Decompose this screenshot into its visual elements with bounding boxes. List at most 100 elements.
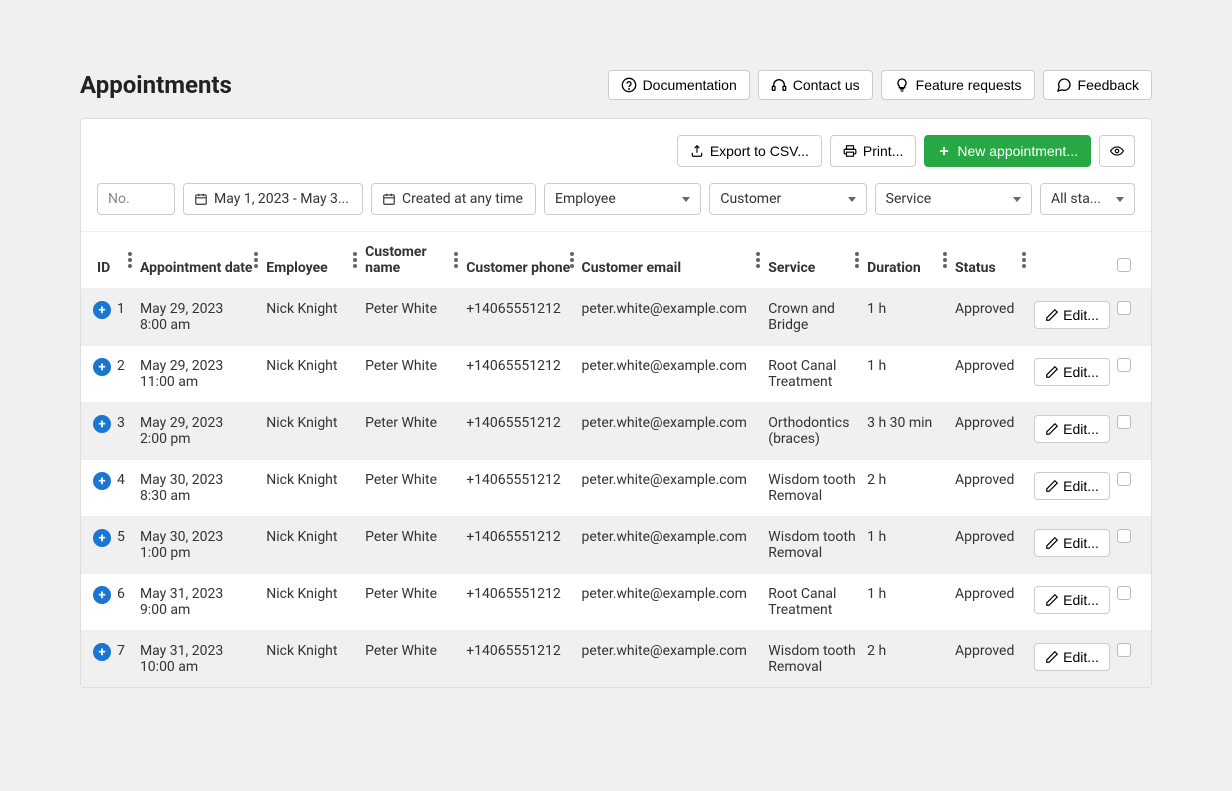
cell-status: Approved (951, 574, 1030, 631)
edit-button[interactable]: Edit... (1034, 472, 1110, 500)
cell-duration: 2 h (863, 460, 951, 517)
cell-date: May 29, 20232:00 pm (136, 403, 262, 460)
edit-label: Edit... (1063, 535, 1099, 551)
cell-customer-name: Peter White (361, 289, 462, 346)
print-button[interactable]: Print... (830, 135, 916, 167)
filter-service-label: Service (886, 191, 932, 207)
filter-status-select[interactable]: All sta... (1040, 183, 1135, 215)
cell-customer-name: Peter White (361, 403, 462, 460)
sort-icon (943, 252, 947, 268)
sort-icon (570, 252, 574, 268)
cell-status: Approved (951, 403, 1030, 460)
expand-row-icon[interactable]: + (93, 301, 111, 319)
chevron-down-icon (1013, 197, 1021, 202)
expand-row-icon[interactable]: + (93, 643, 111, 661)
col-header-customer-name[interactable]: Customer name (361, 232, 462, 289)
col-header-customer-email[interactable]: Customer email (578, 232, 765, 289)
edit-button[interactable]: Edit... (1034, 301, 1110, 329)
col-header-duration[interactable]: Duration (863, 232, 951, 289)
row-checkbox[interactable] (1117, 301, 1131, 315)
edit-icon (1045, 365, 1059, 379)
cell-duration: 1 h (863, 574, 951, 631)
edit-icon (1045, 308, 1059, 322)
expand-row-icon[interactable]: + (93, 358, 111, 376)
row-checkbox[interactable] (1117, 643, 1131, 657)
table-row: +6May 31, 20239:00 amNick KnightPeter Wh… (81, 574, 1151, 631)
edit-icon (1045, 650, 1059, 664)
edit-label: Edit... (1063, 421, 1099, 437)
edit-button[interactable]: Edit... (1034, 358, 1110, 386)
cell-employee: Nick Knight (262, 631, 361, 688)
col-header-service[interactable]: Service (764, 232, 863, 289)
cell-date: May 29, 20238:00 am (136, 289, 262, 346)
sort-icon (353, 252, 357, 268)
print-icon (843, 144, 857, 158)
filter-employee-label: Employee (555, 191, 616, 207)
filter-date-range[interactable]: May 1, 2023 - May 3... (183, 183, 363, 215)
view-toggle-button[interactable] (1099, 135, 1135, 167)
edit-button[interactable]: Edit... (1034, 415, 1110, 443)
edit-label: Edit... (1063, 649, 1099, 665)
export-icon (690, 144, 704, 158)
sort-icon (254, 252, 258, 268)
cell-employee: Nick Knight (262, 517, 361, 574)
cell-service: Wisdom tooth Removal (764, 631, 863, 688)
row-checkbox[interactable] (1117, 472, 1131, 486)
cell-status: Approved (951, 517, 1030, 574)
cell-employee: Nick Knight (262, 460, 361, 517)
cell-customer-phone: +14065551212 (462, 631, 577, 688)
calendar-icon (382, 192, 396, 206)
expand-row-icon[interactable]: + (93, 529, 111, 547)
bulb-icon (894, 77, 910, 93)
filter-employee-select[interactable]: Employee (544, 183, 701, 215)
cell-employee: Nick Knight (262, 403, 361, 460)
contact-button[interactable]: Contact us (758, 70, 873, 100)
cell-service: Wisdom tooth Removal (764, 460, 863, 517)
filter-service-select[interactable]: Service (875, 183, 1032, 215)
new-appointment-button[interactable]: New appointment... (924, 135, 1091, 167)
row-checkbox[interactable] (1117, 586, 1131, 600)
feedback-button[interactable]: Feedback (1043, 70, 1152, 100)
edit-button[interactable]: Edit... (1034, 586, 1110, 614)
chevron-down-icon (682, 197, 690, 202)
cell-date: May 31, 202310:00 am (136, 631, 262, 688)
cell-customer-email: peter.white@example.com (578, 346, 765, 403)
col-header-customer-phone[interactable]: Customer phone (462, 232, 577, 289)
row-checkbox[interactable] (1117, 529, 1131, 543)
col-header-employee[interactable]: Employee (262, 232, 361, 289)
expand-row-icon[interactable]: + (93, 472, 111, 490)
edit-button[interactable]: Edit... (1034, 643, 1110, 671)
table-row: +4May 30, 20238:30 amNick KnightPeter Wh… (81, 460, 1151, 517)
col-header-status[interactable]: Status (951, 232, 1030, 289)
cell-duration: 1 h (863, 346, 951, 403)
cell-date: May 30, 20231:00 pm (136, 517, 262, 574)
eye-icon (1110, 144, 1124, 158)
expand-row-icon[interactable]: + (93, 586, 111, 604)
filter-customer-select[interactable]: Customer (709, 183, 866, 215)
edit-label: Edit... (1063, 478, 1099, 494)
select-all-checkbox[interactable] (1117, 258, 1131, 272)
feature-requests-button[interactable]: Feature requests (881, 70, 1035, 100)
export-csv-button[interactable]: Export to CSV... (677, 135, 822, 167)
filter-no-input[interactable]: No. (97, 183, 175, 215)
cell-status: Approved (951, 631, 1030, 688)
cell-employee: Nick Knight (262, 289, 361, 346)
cell-customer-name: Peter White (361, 460, 462, 517)
edit-button[interactable]: Edit... (1034, 529, 1110, 557)
col-header-date[interactable]: Appointment date (136, 232, 262, 289)
filter-created-at[interactable]: Created at any time (371, 183, 536, 215)
headset-icon (771, 77, 787, 93)
documentation-button[interactable]: Documentation (608, 70, 750, 100)
col-header-id[interactable]: ID (81, 232, 136, 289)
expand-row-icon[interactable]: + (93, 415, 111, 433)
row-checkbox[interactable] (1117, 358, 1131, 372)
sort-icon (756, 252, 760, 268)
chevron-down-icon (1116, 197, 1124, 202)
chat-icon (1056, 77, 1072, 93)
row-checkbox[interactable] (1117, 415, 1131, 429)
cell-customer-email: peter.white@example.com (578, 289, 765, 346)
appointments-table: ID Appointment date Employee Customer na… (81, 232, 1151, 687)
feedback-label: Feedback (1078, 77, 1139, 93)
filter-date-label: May 1, 2023 - May 3... (214, 191, 349, 207)
cell-customer-email: peter.white@example.com (578, 517, 765, 574)
